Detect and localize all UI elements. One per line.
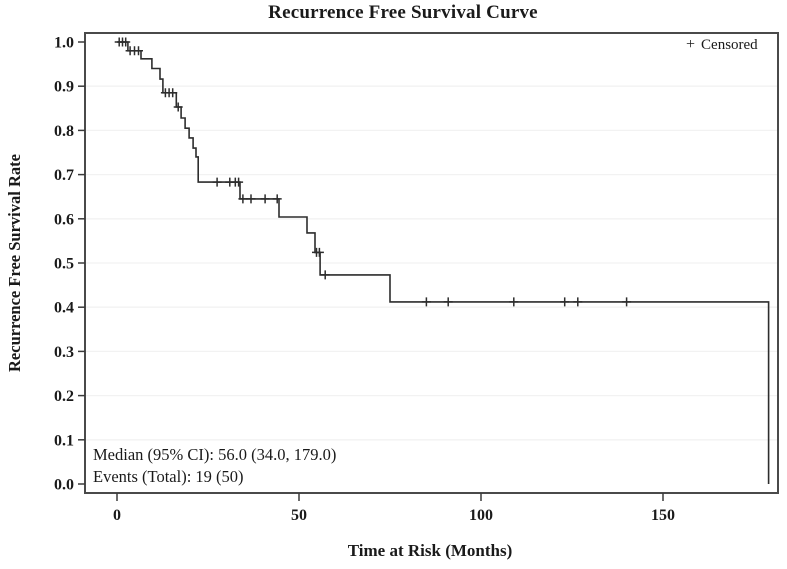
censor-mark-icon — [168, 88, 178, 98]
censor-mark-icon — [320, 270, 330, 280]
censor-mark-icon — [314, 247, 324, 257]
x-tick-label: 150 — [651, 507, 675, 524]
survival-curve — [117, 41, 770, 484]
stats-annotation: Median (95% CI): 56.0 (34.0, 179.0) Even… — [93, 444, 336, 487]
censor-mark-icon — [443, 297, 453, 307]
y-tick-label: 0.0 — [54, 477, 74, 494]
censor-mark-icon — [560, 297, 570, 307]
censor-mark-icon — [121, 37, 131, 47]
y-tick-label: 0.6 — [54, 211, 74, 228]
y-tick-label: 0.8 — [54, 123, 74, 140]
censor-mark-icon — [234, 177, 244, 187]
chart-title: Recurrence Free Survival Curve — [268, 2, 538, 23]
x-tick-label: 100 — [469, 507, 493, 524]
censor-mark-icon — [212, 177, 222, 187]
y-tick-label: 0.4 — [54, 300, 74, 317]
censor-mark-icon — [272, 194, 282, 204]
y-axis-label: Recurrence Free Survival Rate — [5, 154, 24, 372]
censor-mark-icon — [260, 194, 270, 204]
censor-mark-icon — [173, 102, 183, 112]
y-tick-label: 0.7 — [54, 167, 74, 184]
events-total-text: Events (Total): 19 (50) — [93, 466, 244, 486]
x-tick-label: 0 — [113, 507, 121, 524]
y-tick-label: 0.1 — [54, 432, 74, 449]
y-tick-label: 0.5 — [54, 256, 74, 273]
censor-mark-icon — [246, 194, 256, 204]
x-tick-label: 50 — [291, 507, 307, 524]
censored-plus-icon: + — [686, 36, 696, 53]
censor-mark-icon — [509, 297, 519, 307]
legend: + Censored — [686, 36, 758, 54]
legend-label: Censored — [701, 37, 758, 53]
y-tick-label: 0.3 — [54, 344, 74, 361]
median-ci-text: Median (95% CI): 56.0 (34.0, 179.0) — [93, 445, 337, 464]
censor-mark-icon — [622, 297, 632, 307]
x-axis-label: Time at Risk (Months) — [347, 541, 513, 560]
y-tick-label: 1.0 — [54, 35, 74, 52]
censor-mark-icon — [134, 46, 143, 56]
y-tick-label: 0.9 — [54, 79, 74, 96]
y-tick-label: 0.2 — [54, 388, 74, 405]
censor-mark-icon — [421, 297, 431, 307]
censor-mark-icon — [573, 297, 583, 307]
censor-mark-icon — [238, 194, 248, 204]
